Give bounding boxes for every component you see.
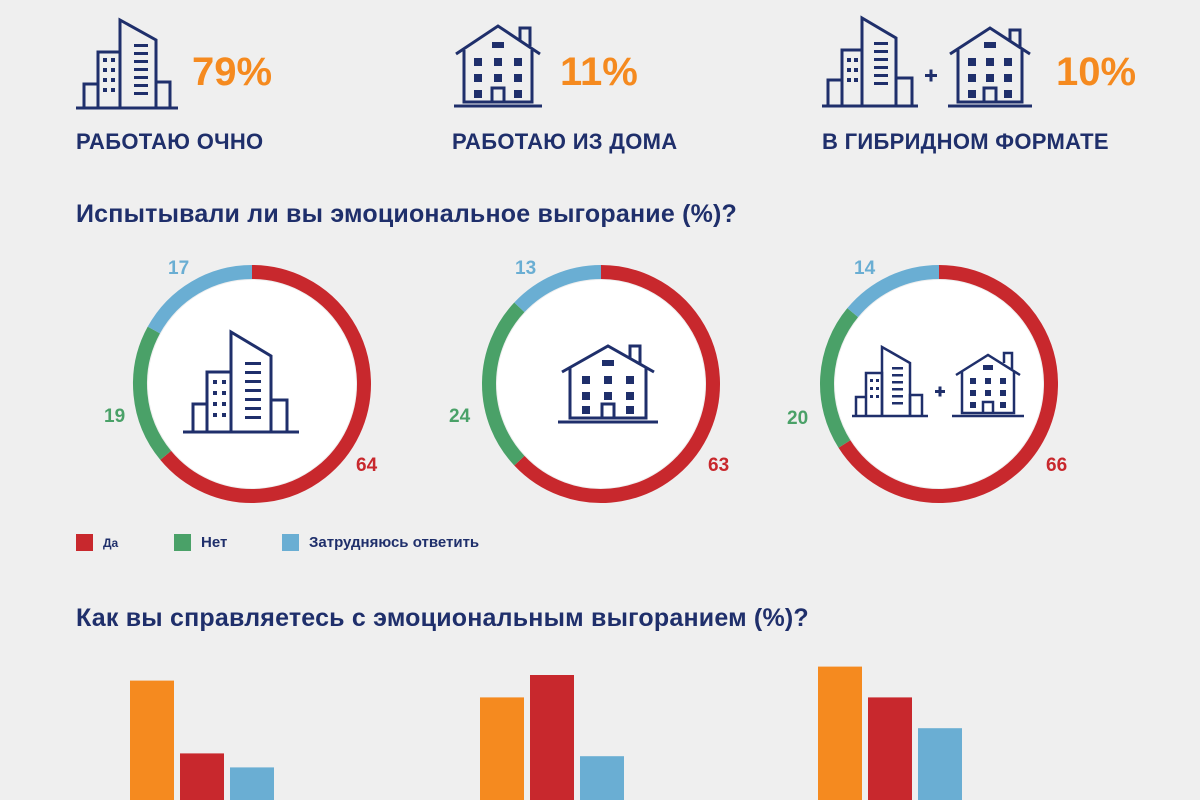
legend-swatch-green [174,534,191,551]
stat-home: 11% РАБОТАЮ ИЗ ДОМА [452,14,752,164]
legend-label-no: Нет [201,534,228,551]
legend-swatch-red [76,534,93,551]
stat-percent: 79% [192,50,273,94]
office-building-icon [76,17,178,110]
donut-label-yes: 66 [1046,455,1068,476]
plus-icon [935,386,945,397]
stat-percent: 11% [560,50,638,94]
house-icon [558,344,658,424]
bar [580,756,624,800]
donut-label-yes: 63 [708,455,730,476]
donut-inner [148,280,356,488]
donut-slice-yes [838,265,1058,503]
donut-slice-no [820,308,859,448]
donut-label-unsure: 14 [854,258,876,279]
donut-label-yes: 64 [356,455,378,476]
burnout-donuts: 17 19 64 13 24 63 14 20 66 [0,250,1200,520]
bar [918,728,962,800]
office-plus-house-icon [822,15,1032,108]
donut-inner [497,280,705,488]
donut-label-no: 24 [449,406,471,427]
legend-item-unsure: Затрудняюсь ответить [282,534,479,551]
donut-slice-yes [514,265,720,503]
burnout-title: Испытывали ли вы эмоциональное выгорание… [76,200,738,228]
donut-slice-no [482,302,525,466]
donut-label-no: 20 [787,408,809,429]
bar [130,680,174,800]
donut-slice-yes [160,265,371,503]
donut-inner [835,280,1043,488]
bar [180,753,224,800]
burnout-legend: Да Нет Затрудняюсь ответить [76,534,596,558]
stat-label: РАБОТАЮ ИЗ ДОМА [452,129,678,154]
legend-label-unsure: Затрудняюсь ответить [309,534,480,551]
donut-charts [133,265,1058,503]
house-icon [454,24,542,108]
office-building-icon [183,329,299,434]
plus-icon [925,69,937,82]
legend-label-yes: Да [103,535,119,550]
stat-hybrid: 10% В ГИБРИДНОМ ФОРМАТЕ [822,14,1142,164]
stat-office: 79% РАБОТАЮ ОЧНО [76,14,336,164]
bar [530,675,574,800]
coping-bar-chart [130,666,962,800]
bar [480,697,524,800]
bar [868,697,912,800]
stat-label: РАБОТАЮ ОЧНО [76,129,264,154]
legend-item-yes: Да [76,534,118,551]
bar [818,666,862,800]
bar [230,767,274,800]
donut-slice-unsure [847,265,940,318]
stat-label: В ГИБРИДНОМ ФОРМАТЕ [822,129,1109,154]
office-plus-house-icon [852,344,1024,418]
legend-swatch-blue [282,534,299,551]
donut-slice-unsure [514,265,602,313]
donut-label-unsure: 13 [515,258,537,279]
coping-title: Как вы справляетесь с эмоциональным выго… [76,604,809,632]
stat-percent: 10% [1056,50,1137,94]
donut-slice-unsure [147,265,253,334]
donut-label-no: 19 [104,406,126,427]
donut-slice-no [133,326,172,460]
donut-label-unsure: 17 [168,258,190,279]
legend-item-no: Нет [174,534,227,551]
